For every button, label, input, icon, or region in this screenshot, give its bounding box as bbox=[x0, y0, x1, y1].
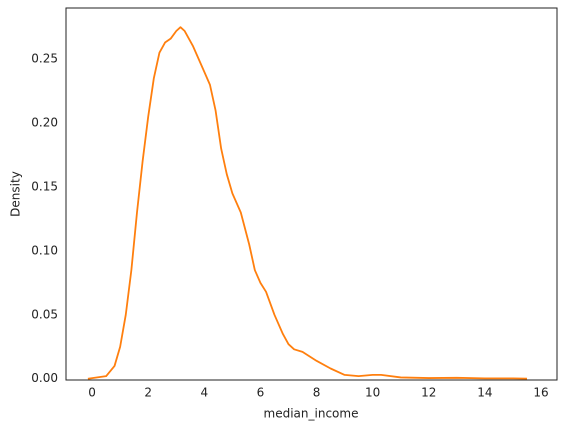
x-tick-label: 0 bbox=[88, 386, 96, 400]
x-tick-label: 16 bbox=[533, 386, 548, 400]
density-line bbox=[87, 26, 527, 380]
x-tick-label: 6 bbox=[257, 386, 265, 400]
x-axis-label: median_income bbox=[264, 407, 359, 421]
y-tick-label: 0.00 bbox=[31, 371, 58, 385]
y-tick-label: 0.25 bbox=[31, 52, 58, 66]
y-tick-label: 0.15 bbox=[31, 179, 58, 193]
x-tick-label: 8 bbox=[313, 386, 321, 400]
y-tick-label: 0.05 bbox=[31, 307, 58, 321]
x-tick-label: 12 bbox=[421, 386, 436, 400]
x-tick-label: 2 bbox=[144, 386, 152, 400]
plot-frame bbox=[65, 7, 558, 381]
y-axis-label: Density bbox=[9, 171, 23, 217]
x-tick-label: 14 bbox=[477, 386, 492, 400]
y-tick-label: 0.20 bbox=[31, 116, 58, 130]
y-tick-label: 0.10 bbox=[31, 243, 58, 257]
x-tick-label: 10 bbox=[365, 386, 380, 400]
x-tick-label: 4 bbox=[201, 386, 209, 400]
